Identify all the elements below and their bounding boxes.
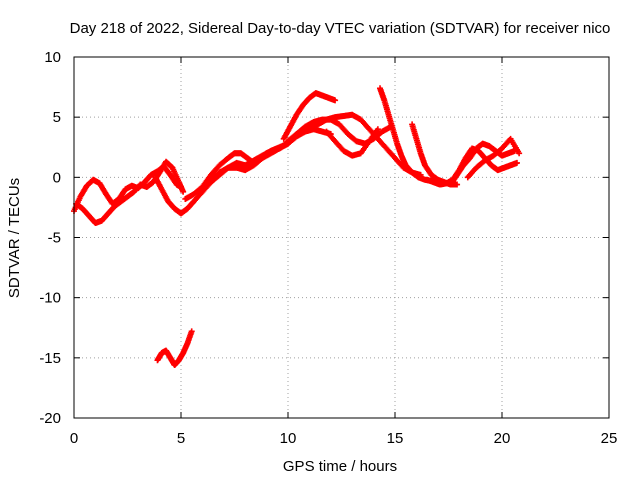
data-point: [516, 150, 523, 157]
y-tick-label: -15: [39, 350, 61, 367]
series-track-6: [280, 90, 339, 142]
x-tick-label: 25: [601, 430, 618, 447]
x-tick-label: 0: [70, 430, 78, 447]
series-track-9: [323, 126, 381, 159]
y-tick-label: -10: [39, 290, 61, 307]
y-tick-label: -5: [48, 230, 61, 247]
data-point: [332, 97, 339, 104]
x-tick-label: 20: [494, 430, 511, 447]
x-axis-ticks: 0 5 10 15 20 25: [70, 57, 618, 447]
y-axis-label: SDTVAR / TECUs: [6, 178, 23, 298]
x-tick-label: 10: [280, 430, 297, 447]
data-series: [71, 85, 523, 369]
data-point: [180, 188, 187, 195]
y-tick-label: 10: [44, 49, 61, 66]
x-axis-label: GPS time / hours: [283, 458, 397, 475]
chart-title: Day 218 of 2022, Sidereal Day-to-day VTE…: [70, 20, 611, 37]
data-point: [513, 159, 520, 166]
y-tick-label: -20: [39, 410, 61, 427]
y-tick-label: 5: [53, 109, 61, 126]
x-tick-label: 15: [387, 430, 404, 447]
data-point: [454, 181, 461, 188]
y-tick-label: 0: [53, 169, 61, 186]
x-tick-label: 5: [177, 430, 185, 447]
y-axis-ticks: -20 -15 -10 -5 0 5 10: [39, 49, 609, 427]
series-track-14: [464, 135, 523, 181]
series-track-2: [73, 158, 187, 227]
data-point: [188, 328, 195, 335]
data-point: [374, 126, 381, 133]
series-track-15: [154, 328, 195, 369]
